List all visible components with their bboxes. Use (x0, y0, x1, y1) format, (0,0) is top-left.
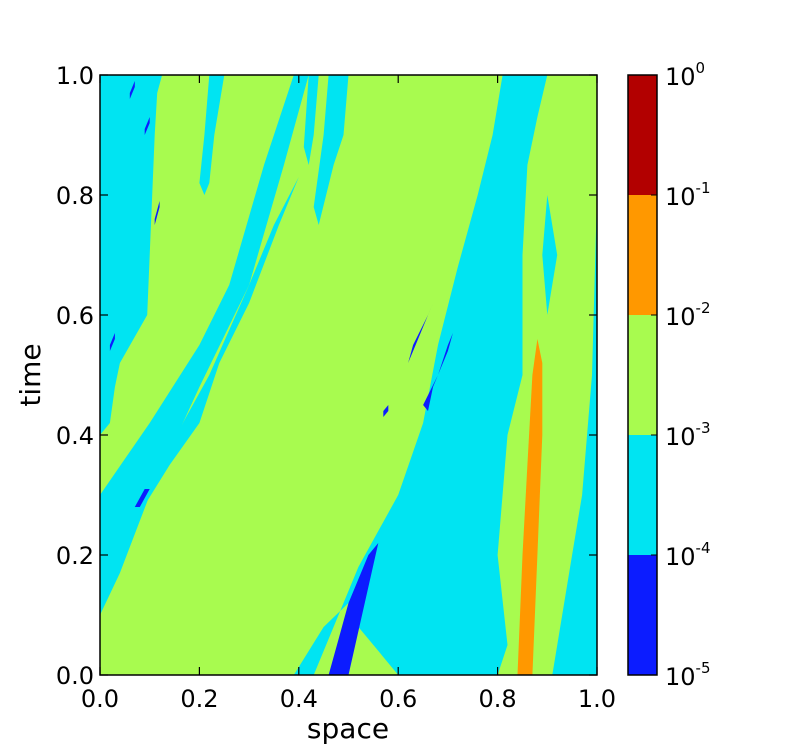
contour-region-17 (154, 201, 160, 225)
colorbar-label-5: 100 (665, 59, 705, 91)
x-tick-label-5: 1.0 (578, 685, 616, 713)
plot-area (99, 74, 598, 676)
colorbar-band-2 (628, 315, 657, 435)
contour-region-20 (517, 339, 543, 675)
contour-region-6 (303, 75, 319, 165)
contour-region-13 (408, 303, 433, 363)
contour-region-10 (542, 195, 558, 315)
colorbar-label-1: 10-4 (665, 539, 711, 571)
contour-region-4 (199, 75, 225, 195)
contour-region-5 (293, 75, 548, 675)
colorbar-band-4 (628, 75, 657, 195)
x-tick-label-4: 0.8 (479, 685, 517, 713)
x-axis-label: space (307, 712, 389, 745)
contour-region-16 (109, 333, 115, 351)
colorbar-labels: 10-5 10-4 10-3 10-2 10-1 100 (651, 59, 711, 691)
colorbar-band-1 (628, 435, 657, 555)
y-tick-label-0: 0.0 (56, 662, 94, 690)
contour-region-19 (129, 81, 135, 99)
colorbar-label-2: 10-3 (665, 419, 711, 451)
x-tick-label-1: 0.2 (180, 685, 218, 713)
x-axis-ticks: 0.0 0.2 0.4 0.6 0.8 1.0 (81, 75, 616, 713)
contour-region-14 (383, 405, 389, 417)
colorbar-frame (627, 74, 658, 676)
contour-region-15 (134, 489, 150, 507)
contour-region-9 (552, 195, 597, 675)
x-tick-label-2: 0.4 (280, 685, 318, 713)
colorbar: 10-5 10-4 10-3 10-2 10-1 100 (627, 59, 711, 691)
contour-region-8 (358, 495, 399, 645)
contour-region-11 (328, 543, 379, 675)
contour-region-18 (144, 117, 150, 135)
colorbar-bands (628, 75, 657, 675)
contour-region-12 (423, 333, 453, 411)
y-tick-label-5: 1.0 (56, 62, 94, 90)
colorbar-band-0 (628, 555, 657, 675)
y-tick-label-3: 0.6 (56, 302, 94, 330)
x-tick-label-0: 0.0 (81, 685, 119, 713)
colorbar-label-0: 10-5 (665, 659, 711, 691)
contour-region-3 (100, 177, 299, 585)
x-tick-label-3: 0.6 (379, 685, 417, 713)
y-tick-label-1: 0.2 (56, 542, 94, 570)
contour-region-1 (100, 75, 163, 435)
contour-regions (100, 75, 597, 675)
plot-frame (99, 74, 598, 676)
contour-region-7 (313, 75, 349, 225)
y-tick-label-4: 0.8 (56, 182, 94, 210)
colorbar-label-3: 10-2 (665, 299, 711, 331)
colorbar-label-4: 10-1 (665, 179, 711, 211)
colorbar-band-3 (628, 195, 657, 315)
y-axis-label: time (14, 343, 47, 406)
y-axis-ticks: 0.0 0.2 0.4 0.6 0.8 1.0 (56, 62, 597, 690)
y-tick-label-2: 0.4 (56, 422, 94, 450)
